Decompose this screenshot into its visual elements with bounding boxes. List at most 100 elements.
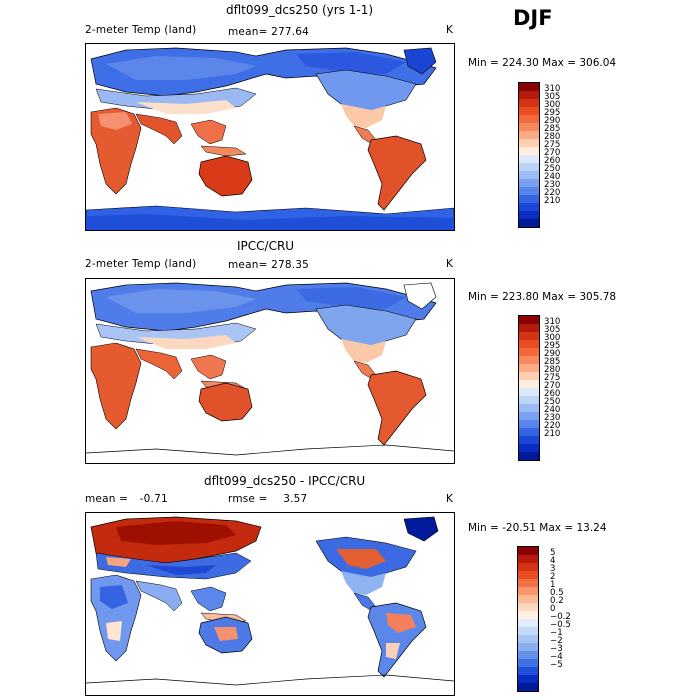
panel-3-map-svg (86, 516, 454, 686)
colorbar-tick-label: 300 (544, 333, 561, 343)
colorbar-cell (519, 404, 539, 412)
colorbar-cell (519, 380, 539, 388)
colorbar-cell (519, 428, 539, 436)
colorbar-cell (518, 603, 538, 611)
colorbar-tick-label: −1 (550, 628, 563, 638)
colorbar-cell (519, 155, 539, 163)
colorbar-tick-label: 220 (544, 188, 561, 198)
colorbar-cell (519, 388, 539, 396)
colorbar-tick-label: 260 (544, 156, 561, 166)
panel-1-colorbar (518, 82, 540, 228)
colorbar-cell (519, 131, 539, 139)
colorbar-tick-label: 240 (544, 405, 561, 415)
colorbar-cell (519, 211, 539, 219)
colorbar-tick-label: 210 (544, 429, 561, 439)
colorbar-tick-label: 280 (544, 365, 561, 375)
panel-2-minmax: Min = 223.80 Max = 305.78 (468, 291, 617, 303)
panel-2-mean-value: 278.35 (271, 259, 310, 271)
colorbar-tick-label: 275 (544, 373, 561, 383)
colorbar-cell (518, 627, 538, 635)
colorbar-cell (519, 187, 539, 195)
panel-1-minmax: Min = 224.30 Max = 306.04 (468, 57, 617, 69)
panel-3-mean-value: -0.71 (139, 493, 168, 505)
colorbar-tick-label: 250 (544, 397, 561, 407)
colorbar-tick-label: 250 (544, 164, 561, 174)
colorbar-cell (519, 372, 539, 380)
colorbar-tick-label: −3 (550, 644, 563, 654)
colorbar-cell (518, 587, 538, 595)
colorbar-tick-label: 310 (544, 84, 561, 94)
colorbar-cell (519, 452, 539, 460)
colorbar-cell (518, 659, 538, 667)
panel-1-colorbar-labels: 310 305 300 295 290 285 280 275 270 260 250 240 230 2… (544, 82, 584, 226)
panel-1-variable-label: 2-meter Temp (land) (85, 24, 197, 36)
panel-3-units: K (446, 493, 454, 505)
colorbar-cell (518, 595, 538, 603)
panel-2-colorbar-cells (519, 316, 539, 460)
colorbar-tick-label: 230 (544, 413, 561, 423)
colorbar-cell (518, 555, 538, 563)
colorbar-tick-label: 0.5 (550, 588, 564, 598)
colorbar-cell (519, 332, 539, 340)
colorbar-cell (519, 107, 539, 115)
colorbar-cell (518, 563, 538, 571)
colorbar-tick-label: 295 (544, 108, 561, 118)
colorbar-cell (518, 619, 538, 627)
colorbar-cell (518, 667, 538, 675)
colorbar-tick-label: 0 (550, 604, 556, 614)
colorbar-cell (518, 547, 538, 555)
panel-3-rmse-value: 3.57 (283, 493, 308, 505)
colorbar-tick-label: 310 (544, 317, 561, 327)
colorbar-cell (519, 356, 539, 364)
panel-2-mean-label: mean= (228, 259, 268, 271)
colorbar-cell (519, 412, 539, 420)
colorbar-cell (519, 348, 539, 356)
colorbar-cell (519, 444, 539, 452)
colorbar-tick-label: 305 (544, 325, 561, 335)
colorbar-cell (519, 316, 539, 324)
colorbar-cell (519, 163, 539, 171)
colorbar-cell (519, 364, 539, 372)
colorbar-tick-label: −2 (550, 636, 563, 646)
colorbar-cell (518, 571, 538, 579)
panel-3-mean-label: mean = (85, 493, 129, 505)
panel-1-colorbar-cells (519, 83, 539, 227)
colorbar-cell (518, 643, 538, 651)
panel-1-mean: mean= 277.64 (228, 26, 309, 38)
colorbar-cell (519, 195, 539, 203)
colorbar-tick-label: 280 (544, 132, 561, 142)
colorbar-tick-label: −4 (550, 652, 563, 662)
colorbar-tick-label: 290 (544, 349, 561, 359)
colorbar-tick-label: 300 (544, 100, 561, 110)
colorbar-cell (518, 579, 538, 587)
colorbar-tick-label: 305 (544, 92, 561, 102)
panel-2-mean: mean= 278.35 (228, 259, 309, 271)
colorbar-cell (519, 396, 539, 404)
panel-1-units: K (446, 24, 454, 36)
colorbar-cell (519, 436, 539, 444)
panel-3-colorbar-labels: 5 4 3 2 1 0.5 0.2 0 −0.2 −0.5 −1 −2 −3 −4 −5 (550, 546, 590, 690)
colorbar-tick-label: 260 (544, 389, 561, 399)
colorbar-tick-label: −0.2 (550, 612, 571, 622)
panel-2-map-svg (86, 282, 454, 456)
colorbar-tick-label: 240 (544, 172, 561, 182)
colorbar-cell (518, 683, 538, 691)
panel-1-map-svg (86, 47, 454, 230)
colorbar-tick-label: 285 (544, 124, 561, 134)
colorbar-cell (519, 203, 539, 211)
panel-1-mean-label: mean= (228, 26, 268, 38)
panel-2-variable-label: 2-meter Temp (land) (85, 258, 197, 270)
colorbar-cell (519, 340, 539, 348)
colorbar-cell (518, 611, 538, 619)
colorbar-cell (518, 675, 538, 683)
panel-3-minmax: Min = -20.51 Max = 13.24 (468, 522, 607, 534)
panel-2-map (85, 278, 455, 464)
colorbar-cell (519, 420, 539, 428)
panel-3-colorbar-cells (518, 547, 538, 691)
colorbar-tick-label: 270 (544, 381, 561, 391)
colorbar-cell (519, 91, 539, 99)
panel-1-title: dflt099_dcs250 (yrs 1-1) (226, 3, 374, 17)
colorbar-tick-label: 1 (550, 580, 556, 590)
panel-3-colorbar (517, 546, 539, 692)
colorbar-cell (519, 147, 539, 155)
